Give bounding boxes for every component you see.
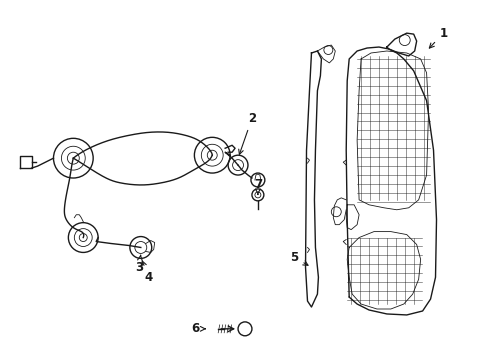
Text: 5: 5 bbox=[290, 251, 307, 265]
Text: 3: 3 bbox=[135, 255, 142, 274]
Text: 7: 7 bbox=[253, 179, 262, 194]
Text: 1: 1 bbox=[428, 27, 447, 48]
Text: 6: 6 bbox=[191, 322, 205, 336]
Text: 2: 2 bbox=[238, 112, 256, 154]
Text: 4: 4 bbox=[142, 261, 153, 284]
